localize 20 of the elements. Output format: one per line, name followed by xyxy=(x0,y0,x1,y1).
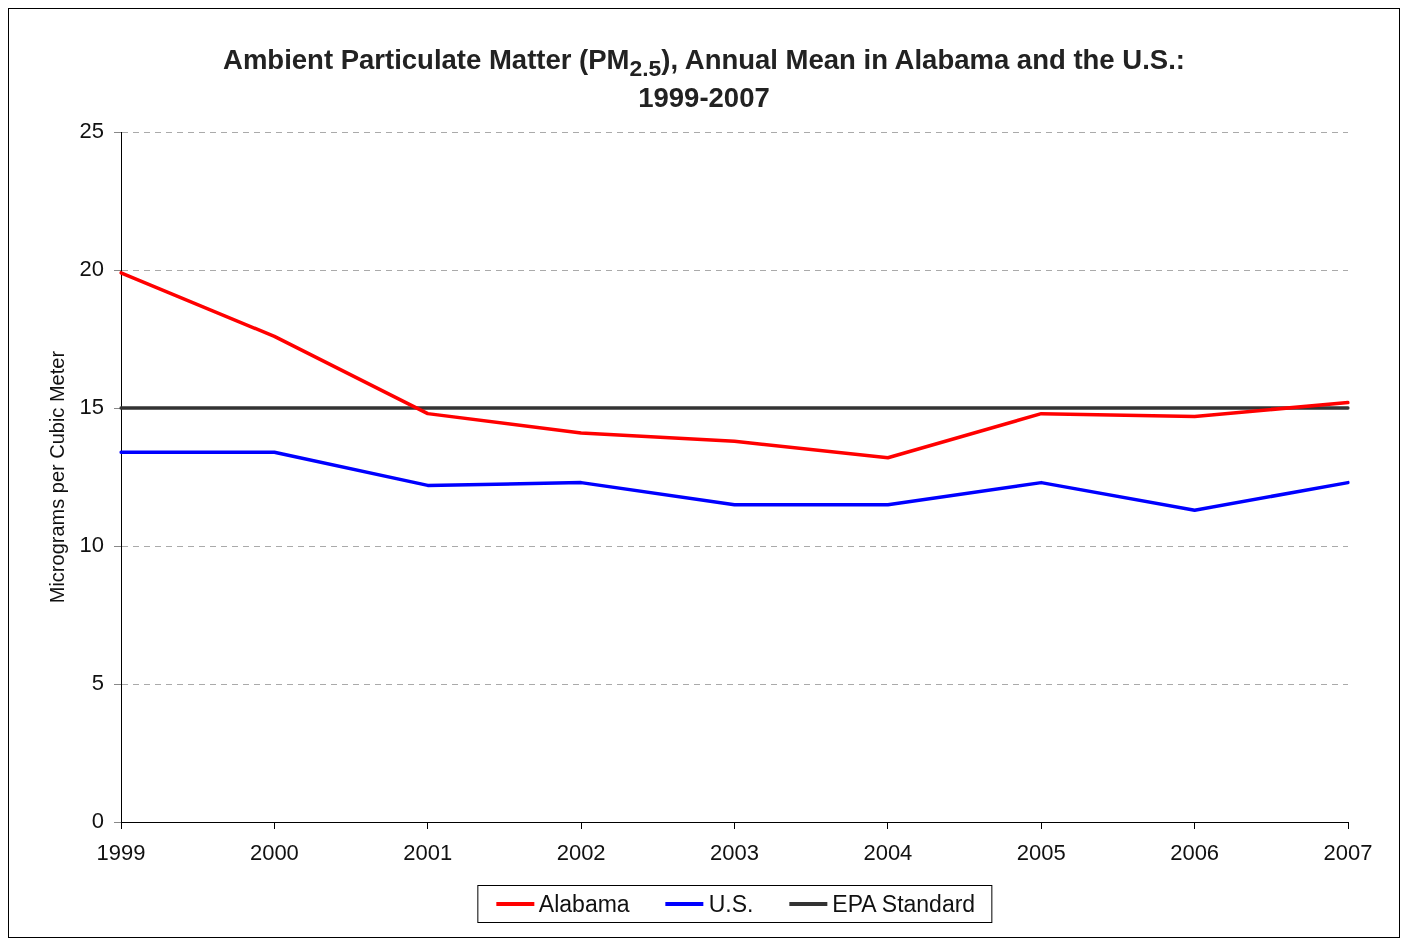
x-tick-label: 2007 xyxy=(1323,840,1373,866)
x-tick-label: 2006 xyxy=(1170,840,1220,866)
y-tick-label: 5 xyxy=(91,670,104,696)
y-tick-label: 25 xyxy=(79,118,104,144)
legend-label: Alabama xyxy=(538,891,630,917)
x-tick-label: 2005 xyxy=(1016,840,1066,866)
legend-label: EPA Standard xyxy=(832,891,976,917)
y-tick-label: 20 xyxy=(79,256,104,282)
x-tick-label: 2002 xyxy=(556,840,606,866)
legend-label: U.S. xyxy=(708,891,754,917)
chart-title: Ambient Particulate Matter (PM$_{2.5}$), Annual Mean in Alabama and the U.S.: 1999-2007 xyxy=(222,43,1186,115)
x-tick-label: 2004 xyxy=(863,840,913,866)
x-tick-label: 2000 xyxy=(249,840,299,866)
x-tick-label: 2003 xyxy=(710,840,759,866)
y-tick-label: 15 xyxy=(79,394,104,420)
y-axis-title: Micrograms per Cubic Meter xyxy=(45,350,68,604)
x-tick-label: 1999 xyxy=(96,840,146,866)
x-tick-label: 2001 xyxy=(403,840,453,866)
y-tick-label: 0 xyxy=(91,808,104,834)
y-tick-label: 10 xyxy=(79,532,104,558)
